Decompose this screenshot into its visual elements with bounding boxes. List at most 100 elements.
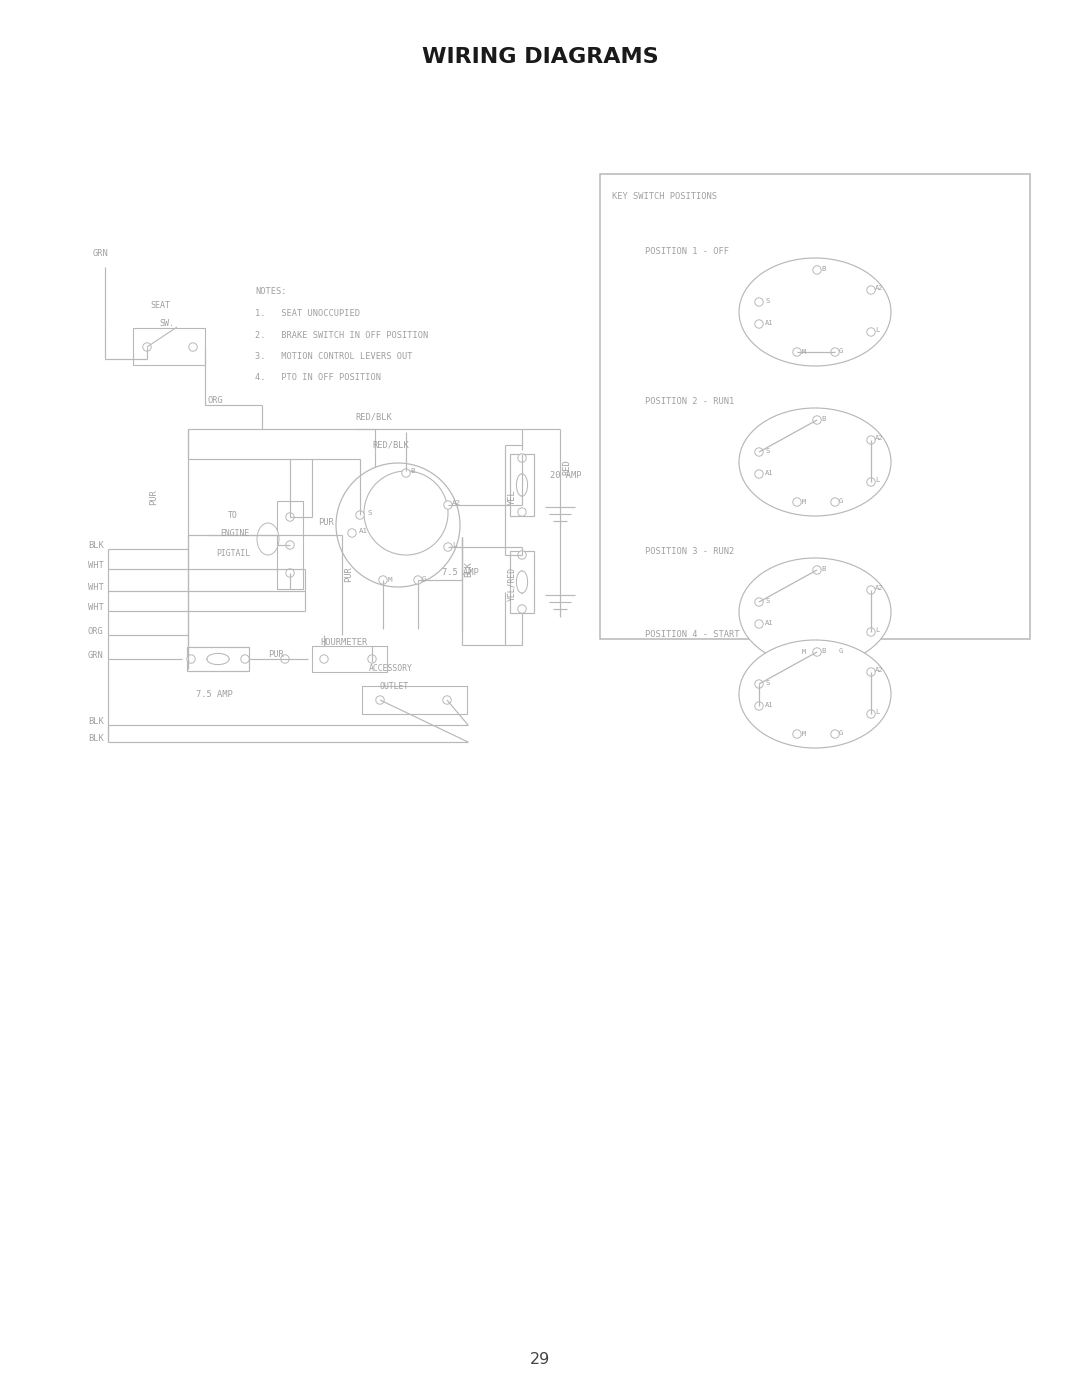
Circle shape: [793, 729, 801, 738]
Circle shape: [755, 680, 764, 689]
Bar: [600, 175, 1030, 638]
Text: GRN: GRN: [93, 249, 109, 257]
Text: A1: A1: [765, 620, 773, 626]
Text: M: M: [802, 349, 807, 355]
Text: WIRING DIAGRAMS: WIRING DIAGRAMS: [421, 47, 659, 67]
Text: PUR: PUR: [268, 650, 284, 658]
Circle shape: [831, 497, 839, 506]
Text: 7.5 AMP: 7.5 AMP: [442, 567, 478, 577]
Text: 20 AMP: 20 AMP: [550, 471, 581, 479]
Text: G: G: [839, 648, 843, 654]
Circle shape: [813, 566, 821, 574]
Circle shape: [143, 342, 151, 351]
Text: PUR: PUR: [345, 566, 353, 583]
Ellipse shape: [739, 408, 891, 515]
Circle shape: [281, 655, 289, 664]
Text: RED: RED: [563, 460, 571, 475]
Circle shape: [286, 513, 294, 521]
Circle shape: [517, 605, 526, 613]
Text: B: B: [821, 648, 825, 654]
Circle shape: [867, 585, 875, 594]
Text: B: B: [821, 265, 825, 272]
Text: 1.   SEAT UNOCCUPIED: 1. SEAT UNOCCUPIED: [255, 309, 360, 319]
Text: S: S: [367, 510, 372, 515]
Circle shape: [831, 648, 839, 657]
Text: 4.   PTO IN OFF POSITION: 4. PTO IN OFF POSITION: [255, 373, 381, 383]
Text: G: G: [422, 576, 427, 583]
Circle shape: [364, 471, 448, 555]
Text: WHT: WHT: [87, 602, 104, 612]
Circle shape: [867, 478, 875, 486]
Circle shape: [241, 655, 249, 664]
Bar: [510, 550, 534, 613]
Text: POSITION 1 - OFF: POSITION 1 - OFF: [645, 247, 729, 257]
Text: POSITION 3 - RUN2: POSITION 3 - RUN2: [645, 548, 734, 556]
Circle shape: [867, 668, 875, 676]
Circle shape: [187, 655, 195, 664]
Text: L: L: [453, 542, 457, 548]
Text: 3.   MOTION CONTROL LEVERS OUT: 3. MOTION CONTROL LEVERS OUT: [255, 352, 413, 360]
Text: L: L: [875, 476, 879, 483]
Text: A2: A2: [875, 434, 883, 441]
Text: GRN: GRN: [87, 651, 104, 659]
Text: YEL/RED: YEL/RED: [508, 567, 516, 601]
Text: YEL: YEL: [508, 489, 516, 504]
Text: A1: A1: [765, 703, 773, 708]
Bar: [510, 454, 534, 515]
Circle shape: [517, 550, 526, 559]
Text: BLK: BLK: [87, 733, 104, 742]
Text: PIGTAIL: PIGTAIL: [216, 549, 251, 557]
Text: ACCESSORY: ACCESSORY: [369, 664, 413, 672]
Text: L: L: [875, 710, 879, 715]
Bar: [133, 328, 205, 365]
Text: 2.   BRAKE SWITCH IN OFF POSITION: 2. BRAKE SWITCH IN OFF POSITION: [255, 331, 429, 339]
Circle shape: [379, 576, 388, 584]
Text: L: L: [875, 627, 879, 633]
Circle shape: [755, 620, 764, 629]
Text: G: G: [839, 497, 843, 504]
Text: 7.5 AMP: 7.5 AMP: [195, 690, 233, 698]
Circle shape: [755, 701, 764, 710]
Text: SW.: SW.: [159, 320, 174, 328]
Circle shape: [443, 696, 451, 704]
Bar: [187, 647, 249, 671]
Circle shape: [517, 454, 526, 462]
Circle shape: [867, 710, 875, 718]
Circle shape: [368, 655, 376, 664]
Circle shape: [189, 342, 198, 351]
Circle shape: [813, 416, 821, 425]
Text: A1: A1: [359, 528, 368, 534]
Text: ORG: ORG: [87, 626, 104, 636]
Text: TO: TO: [228, 510, 238, 520]
Circle shape: [286, 569, 294, 577]
Bar: [276, 502, 303, 590]
Circle shape: [867, 286, 875, 295]
Circle shape: [755, 448, 764, 457]
Text: A2: A2: [875, 285, 883, 291]
Circle shape: [336, 462, 460, 587]
Text: BLK: BLK: [464, 562, 473, 577]
Bar: [312, 645, 387, 672]
Circle shape: [444, 543, 453, 552]
Circle shape: [414, 576, 422, 584]
Text: S: S: [765, 598, 769, 604]
Ellipse shape: [739, 258, 891, 366]
Text: A2: A2: [875, 666, 883, 673]
Text: A1: A1: [765, 320, 773, 326]
Text: S: S: [765, 680, 769, 686]
Ellipse shape: [739, 640, 891, 747]
Text: S: S: [765, 448, 769, 454]
Circle shape: [813, 265, 821, 274]
Text: BLK: BLK: [87, 717, 104, 725]
Circle shape: [355, 511, 364, 520]
Text: 29: 29: [530, 1351, 550, 1366]
Circle shape: [755, 320, 764, 328]
Text: RED/BLK: RED/BLK: [372, 440, 408, 450]
Text: POSITION 4 - START: POSITION 4 - START: [645, 630, 740, 638]
Circle shape: [867, 436, 875, 444]
Circle shape: [831, 348, 839, 356]
Text: L: L: [875, 327, 879, 332]
Bar: [362, 686, 467, 714]
Text: M: M: [802, 731, 807, 738]
Text: A1: A1: [765, 469, 773, 476]
